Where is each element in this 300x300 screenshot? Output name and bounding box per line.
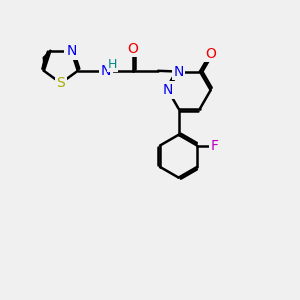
Text: F: F [211, 139, 219, 152]
Text: N: N [163, 83, 173, 97]
Text: O: O [127, 41, 138, 56]
Text: N: N [101, 64, 111, 78]
Text: S: S [56, 76, 65, 90]
Text: N: N [66, 44, 76, 58]
Text: O: O [205, 47, 216, 61]
Text: N: N [173, 64, 184, 79]
Text: H: H [108, 58, 117, 71]
